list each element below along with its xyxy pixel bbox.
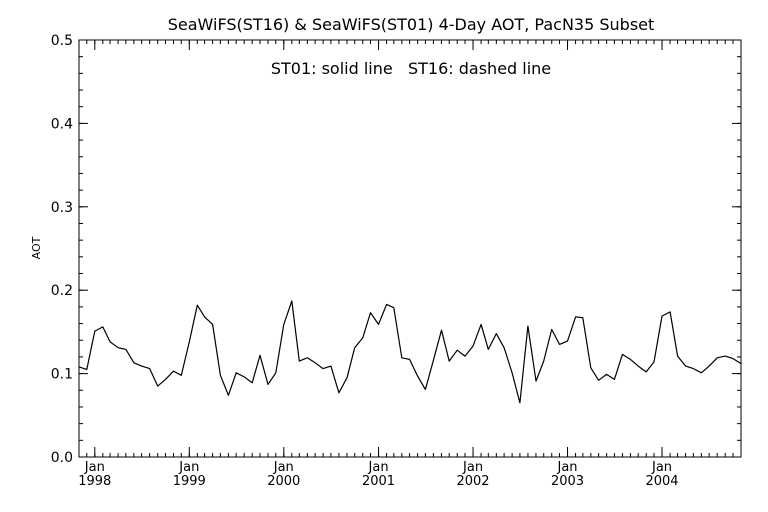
x-tick-label-month: Jan [84, 460, 105, 475]
series-layer [78, 300, 742, 404]
x-tick-label-month: Jan [273, 460, 294, 475]
x-tick-label-year: 2001 [362, 474, 395, 489]
y-tick-label: 0.4 [51, 116, 73, 132]
x-tick-label-month: Jan [651, 460, 672, 475]
axis-tick-labels: 0.00.10.20.30.40.5Jan1998Jan1999Jan2000J… [51, 33, 679, 489]
x-tick-label-year: 2003 [551, 474, 584, 489]
chart-title: SeaWiFS(ST16) & SeaWiFS(ST01) 4-Day AOT,… [168, 15, 655, 34]
x-tick-label-month: Jan [178, 460, 199, 475]
y-axis-label: AOT [30, 236, 43, 259]
y-tick-label: 0.3 [51, 200, 73, 216]
x-tick-label-year: 2004 [645, 474, 678, 489]
x-tick-label-year: 1999 [173, 474, 206, 489]
x-tick-label-year: 2000 [267, 474, 300, 489]
series-line-st01 [78, 300, 742, 404]
x-tick-label-month: Jan [557, 460, 578, 475]
x-tick-label-month: Jan [368, 460, 389, 475]
y-tick-label: 0.5 [51, 33, 73, 49]
axis-ticks [78, 39, 742, 458]
x-tick-label-year: 1998 [78, 474, 111, 489]
x-tick-label-month: Jan [462, 460, 483, 475]
y-tick-label: 0.2 [51, 283, 73, 299]
legend-text: ST01: solid line ST16: dashed line [271, 59, 551, 78]
y-tick-label: 0.1 [51, 367, 73, 383]
x-tick-label-year: 2002 [456, 474, 489, 489]
plot-frame [78, 39, 742, 458]
y-tick-label: 0.0 [51, 450, 73, 466]
